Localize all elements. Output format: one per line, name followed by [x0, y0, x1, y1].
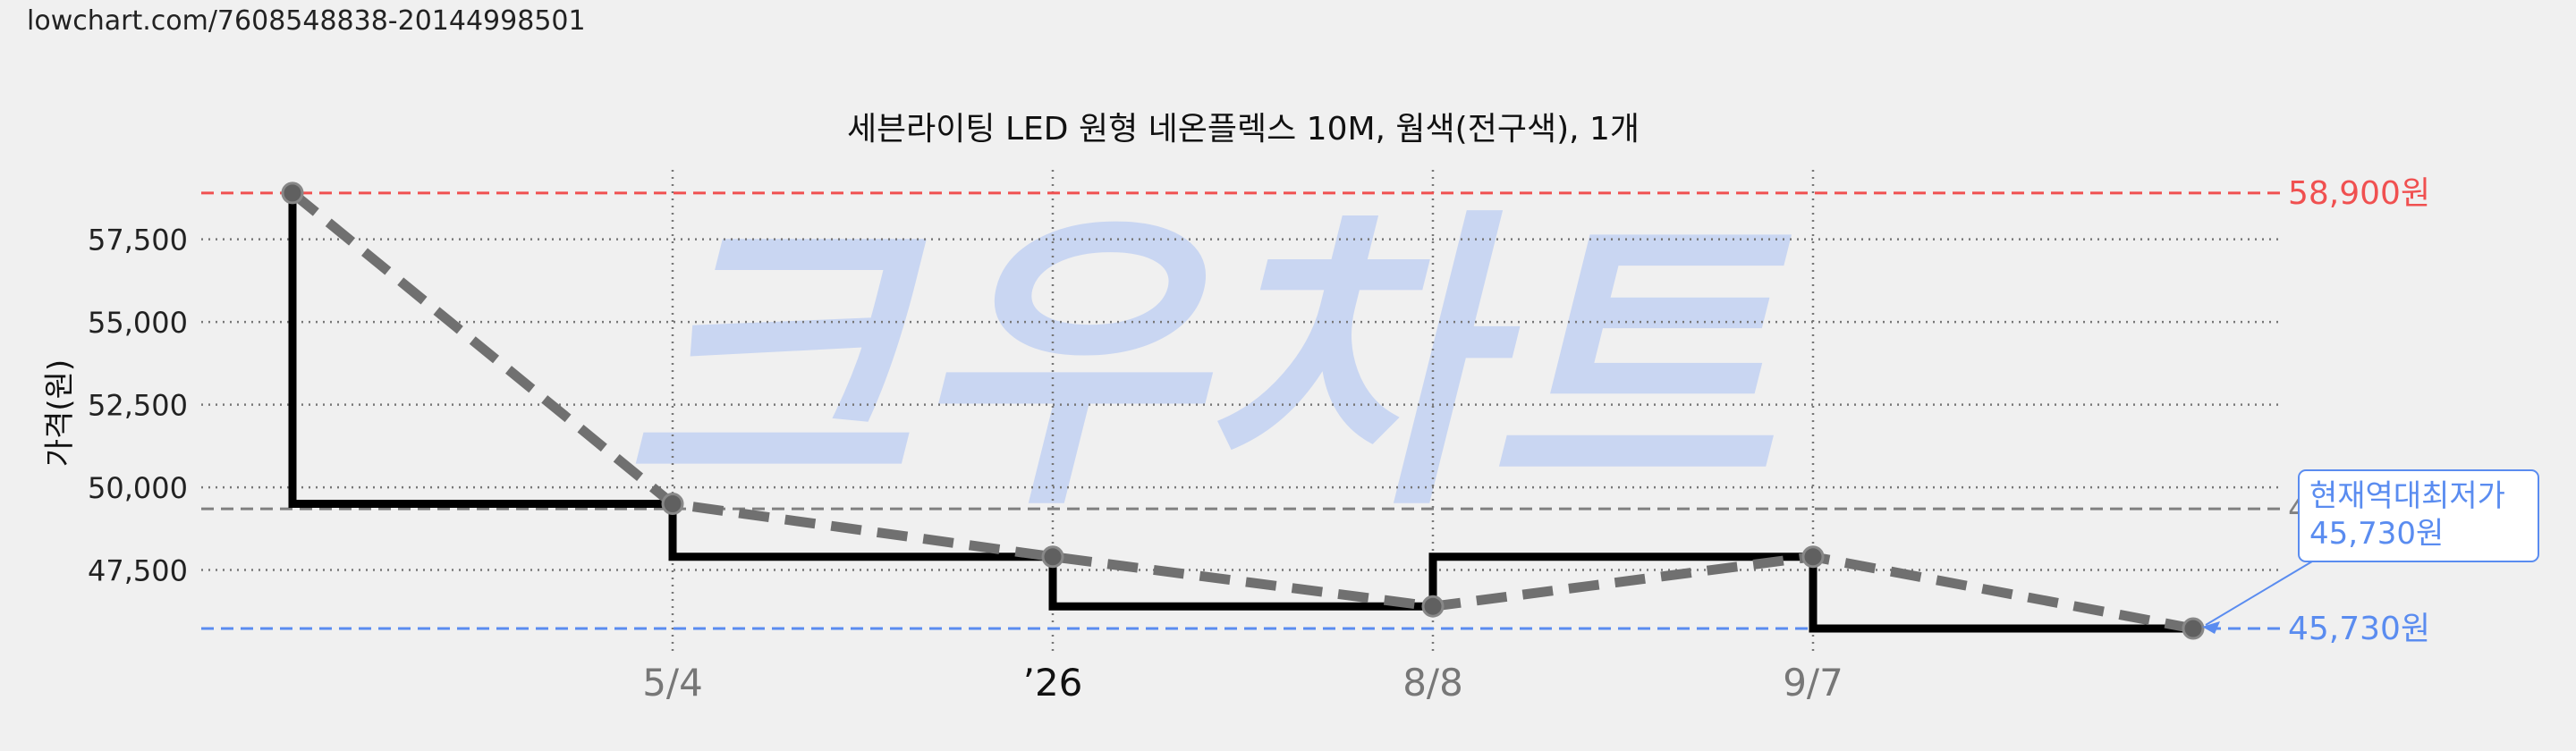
page-url-text: lowchart.com/7608548838-20144998501 — [27, 5, 586, 37]
watermark-text: 크우차트 — [623, 183, 1795, 548]
price-point — [2182, 617, 2205, 640]
watermark: 크우차트 — [623, 183, 1795, 548]
x-axis-ticks: 5/4 ’26 8/8 9/7 — [642, 661, 1843, 705]
reference-line-label: 45,730원 — [2288, 611, 2430, 647]
annotation-arrow — [2205, 561, 2313, 626]
price-series — [281, 181, 2205, 640]
y-axis-label: 가격(원) — [42, 359, 78, 467]
y-tick-label: 52,500 — [88, 389, 188, 423]
annotation-text-line1: 현재역대최저가 — [2309, 478, 2505, 514]
price-point — [661, 493, 684, 516]
step-price-line — [288, 192, 2193, 633]
x-tick-label: ’26 — [1023, 661, 1083, 705]
annotation-box — [2298, 469, 2539, 562]
annotation-arrowhead — [2202, 621, 2220, 634]
x-tick-label: 8/8 — [1402, 661, 1463, 705]
price-point — [1041, 545, 1064, 569]
price-point — [1421, 595, 1445, 618]
x-tick-label: 5/4 — [642, 661, 703, 705]
annotation-text-line2: 45,730원 — [2309, 516, 2444, 552]
y-tick-label: 47,500 — [88, 554, 188, 588]
price-point — [281, 181, 304, 205]
x-tick-label: 9/7 — [1783, 661, 1843, 705]
y-axis-ticks: 47,500 50,000 52,500 55,000 57,500 — [88, 224, 188, 588]
reference-line-label: 58,900원 — [2288, 175, 2430, 212]
y-tick-label: 55,000 — [88, 306, 188, 340]
y-tick-label: 50,000 — [88, 471, 188, 505]
price-point — [1801, 545, 1825, 569]
y-tick-label: 57,500 — [88, 224, 188, 257]
chart-title: 세븐라이팅 LED 원형 네온플렉스 10M, 웜색(전구색), 1개 — [847, 111, 1640, 148]
